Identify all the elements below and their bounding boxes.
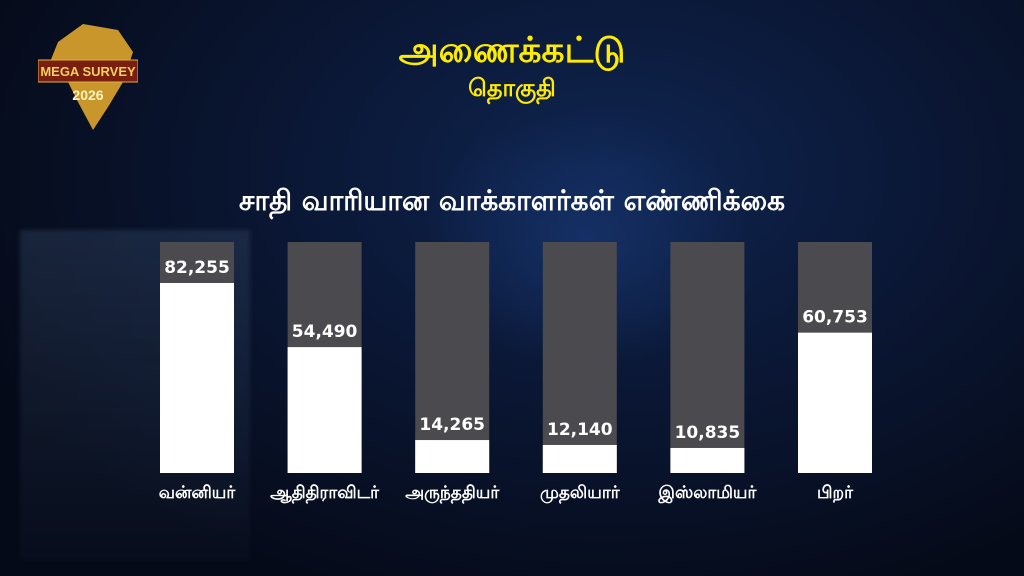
logo-text: MEGA SURVEY <box>40 64 136 79</box>
bar <box>798 332 872 473</box>
bar <box>160 282 234 473</box>
category-label: அருந்ததியர் <box>405 483 500 503</box>
bar <box>287 347 362 473</box>
data-label: 12,140 <box>547 420 613 440</box>
constituency-title: அணைக்கட்டு <box>398 30 626 71</box>
bar <box>415 440 490 473</box>
category-label: இஸ்லாமியர் <box>657 483 757 503</box>
data-label: 54,490 <box>292 322 358 342</box>
data-label: 82,255 <box>164 258 230 278</box>
bar <box>670 447 745 473</box>
bar <box>542 444 617 473</box>
constituency-subtitle: தொகுதி <box>468 74 556 102</box>
data-label: 10,835 <box>675 423 741 443</box>
category-label: வன்னியர் <box>159 483 237 503</box>
bar-track <box>670 242 745 473</box>
category-label: முதலியார் <box>540 483 621 503</box>
data-label: 14,265 <box>419 415 485 435</box>
bar-track <box>542 242 617 473</box>
mega-survey-logo: MEGA SURVEY 2026 <box>38 24 138 130</box>
category-label: பிறர் <box>817 483 854 503</box>
logo-year: 2026 <box>72 87 103 103</box>
chart-title: சாதி வாரியான வாக்காளர்கள் எண்ணிக்கை <box>238 184 786 217</box>
category-label: ஆதிதிராவிடர் <box>270 483 380 503</box>
bar-track <box>415 242 490 473</box>
data-label: 60,753 <box>802 308 868 328</box>
